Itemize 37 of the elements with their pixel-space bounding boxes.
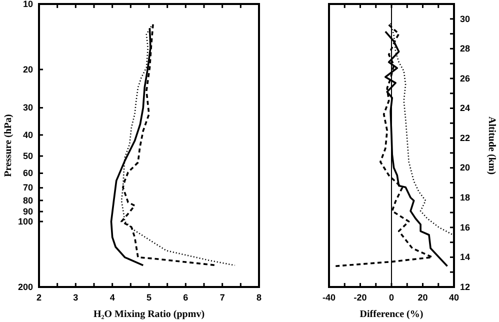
y2-tick-label: 14 bbox=[460, 252, 470, 262]
y2-tick-label: 16 bbox=[460, 222, 470, 232]
y-tick-label: 70 bbox=[22, 182, 33, 193]
x-tick-label: 7 bbox=[220, 292, 225, 302]
y-tick-label: 50 bbox=[22, 150, 33, 161]
y2-tick-label: 12 bbox=[460, 282, 470, 292]
x-tick-label: 0 bbox=[388, 292, 394, 302]
y-tick-label: 90 bbox=[22, 206, 33, 216]
x-tick-label: 6 bbox=[183, 292, 188, 302]
x-tick-label: 40 bbox=[448, 292, 460, 302]
y2-tick-label: 28 bbox=[460, 44, 470, 54]
x-tick-label: 8 bbox=[256, 292, 262, 302]
y2-tick-label: 18 bbox=[460, 192, 470, 203]
x-axis-title: Difference (%) bbox=[360, 309, 424, 320]
x-tick-label: -20 bbox=[354, 292, 367, 302]
y2-tick-label: 24 bbox=[460, 103, 470, 114]
y-tick-label: 60 bbox=[22, 168, 33, 178]
y2-axis-title: Altitude (km) bbox=[486, 116, 497, 175]
y-tick-label: 10 bbox=[22, 0, 33, 9]
x-tick-label: -40 bbox=[322, 292, 336, 302]
y-tick-label: 200 bbox=[18, 282, 33, 292]
y2-tick-label: 22 bbox=[460, 132, 470, 143]
x-tick-label: 4 bbox=[110, 292, 115, 302]
y-tick-label: 100 bbox=[18, 216, 33, 226]
y2-tick-label: 26 bbox=[460, 73, 470, 84]
y-tick-label: 80 bbox=[22, 195, 33, 206]
x-tick-label: 2 bbox=[36, 292, 42, 302]
y-tick-label: 40 bbox=[22, 130, 33, 140]
x-tick-label: 20 bbox=[418, 292, 428, 302]
y-axis-title: Pressure (hPa) bbox=[3, 114, 14, 177]
y-tick-label: 20 bbox=[22, 64, 33, 74]
y2-tick-label: 30 bbox=[460, 14, 470, 24]
x-axis-title: H₂O Mixing Ratio (ppmv) bbox=[93, 309, 205, 320]
y2-tick-label: 20 bbox=[460, 162, 470, 173]
x-tick-label: 5 bbox=[146, 292, 152, 302]
x-tick-label: 3 bbox=[73, 292, 78, 302]
y-tick-label: 30 bbox=[22, 102, 33, 113]
